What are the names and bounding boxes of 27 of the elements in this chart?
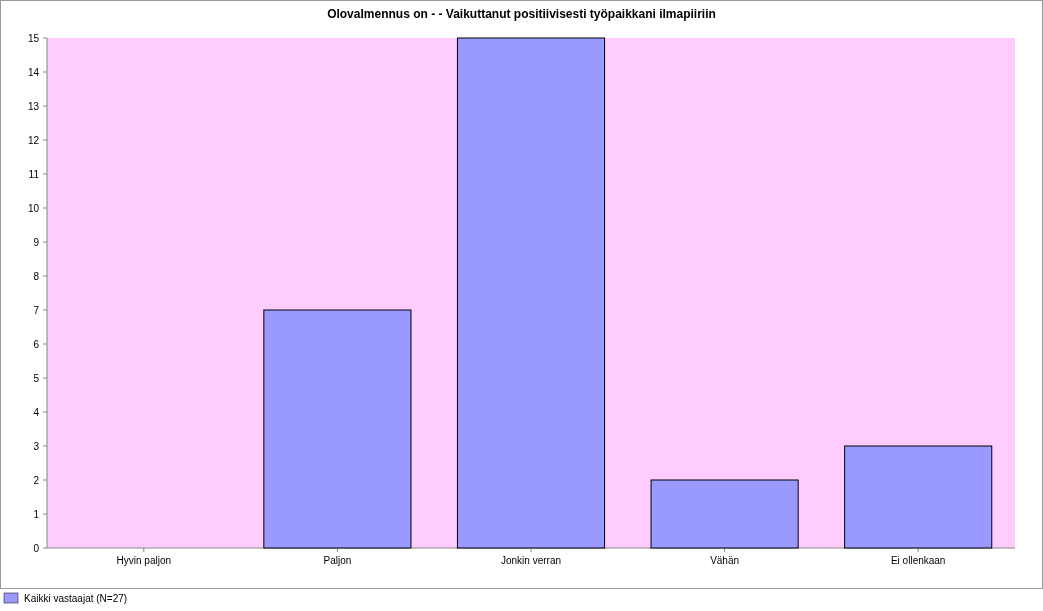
legend-label: Kaikki vastaajat (N=27) — [24, 592, 128, 604]
chart-title: Olovalmennus on - - Vaikuttanut positiivisesti työpaikkani ilmapiiriin — [327, 7, 716, 21]
x-tick-label: Paljon — [323, 555, 352, 566]
y-tick-label: 0 — [33, 542, 40, 554]
y-tick-label: 7 — [33, 304, 40, 316]
x-tick-label: Hyvin paljon — [116, 555, 172, 566]
x-tick-label: Ei ollenkaan — [890, 555, 946, 566]
y-tick-label: 1 — [33, 508, 40, 520]
y-tick-label: 9 — [33, 236, 40, 248]
y-tick-label: 2 — [33, 474, 40, 486]
x-tick-label: Vähän — [710, 555, 740, 566]
y-tick-label: 3 — [33, 440, 40, 452]
y-tick-label: 5 — [33, 372, 40, 384]
x-tick-label: Jonkin verran — [500, 555, 562, 566]
y-tick-label: 12 — [27, 134, 40, 146]
y-tick-label: 4 — [33, 406, 40, 418]
bar — [263, 309, 412, 549]
y-tick-label: 10 — [27, 202, 40, 214]
bar — [844, 445, 993, 549]
y-tick-label: 8 — [33, 270, 40, 282]
y-tick-label: 14 — [27, 66, 40, 78]
y-tick-label: 15 — [27, 32, 40, 44]
bar — [456, 37, 606, 549]
y-tick-label: 13 — [27, 100, 40, 112]
y-tick-label: 11 — [28, 168, 40, 180]
y-tick-label: 6 — [33, 338, 40, 350]
bar — [650, 479, 799, 549]
